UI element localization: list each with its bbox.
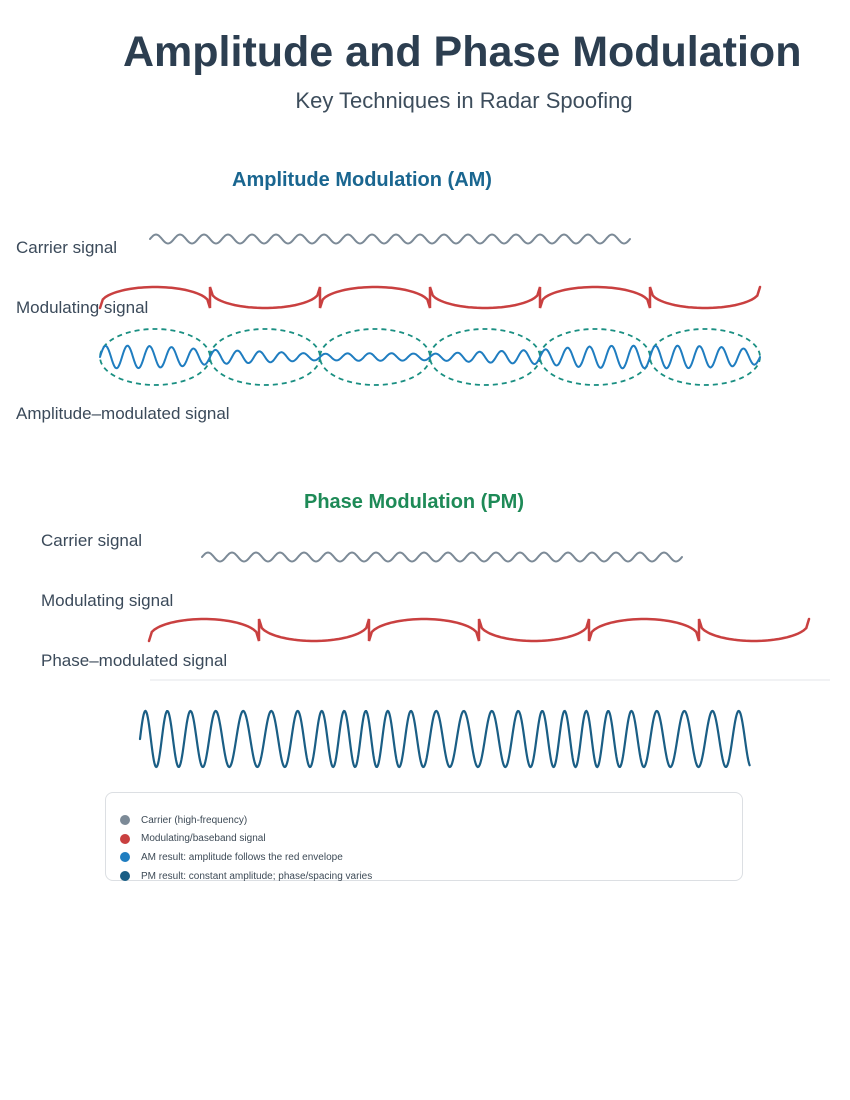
- legend-label-pm-result: PM result: constant amplitude; phase/spa…: [141, 870, 373, 882]
- pm-modulating-wave: [147, 617, 811, 643]
- pm-section-title: Phase Modulation (PM): [304, 491, 524, 513]
- legend-dot-carrier: [120, 815, 130, 826]
- legend-label-modulating: Modulating/baseband signal: [141, 833, 266, 845]
- page-subtitle: Key Techniques in Radar Spoofing: [295, 88, 633, 113]
- pm-modulating-label: Modulating signal: [41, 591, 174, 610]
- pm-carrier-wave: [201, 551, 683, 563]
- am-carrier-wave: [149, 233, 631, 245]
- am-carrier-label: Carrier signal: [16, 238, 118, 257]
- legend-item-carrier: Carrier (high-frequency): [120, 811, 742, 830]
- page-title: Amplitude and Phase Modulation: [123, 28, 802, 76]
- legend-dot-modulating: [120, 833, 130, 844]
- pm-result-wave: [138, 709, 751, 769]
- legend-item-am-result: AM result: amplitude follows the red env…: [120, 848, 742, 867]
- legend-item-modulating: Modulating/baseband signal: [120, 830, 742, 849]
- legend-item-pm-result: PM result: constant amplitude; phase/spa…: [120, 867, 742, 886]
- legend: Carrier (high-frequency) Modulating/base…: [105, 792, 743, 882]
- legend-label-carrier: Carrier (high-frequency): [141, 814, 248, 826]
- am-result-wave: [99, 344, 761, 370]
- legend-dot-pm-result: [120, 871, 130, 882]
- legend-label-am-result: AM result: amplitude follows the red env…: [141, 851, 343, 863]
- am-result-label: Amplitude–modulated signal: [16, 404, 230, 423]
- am-section-title: Amplitude Modulation (AM): [232, 169, 492, 191]
- am-modulating-label: Modulating signal: [16, 298, 149, 317]
- legend-dot-am-result: [120, 852, 130, 863]
- am-modulating-wave: [98, 285, 762, 310]
- pm-carrier-label: Carrier signal: [41, 531, 143, 550]
- pm-result-label: Phase–modulated signal: [41, 651, 228, 670]
